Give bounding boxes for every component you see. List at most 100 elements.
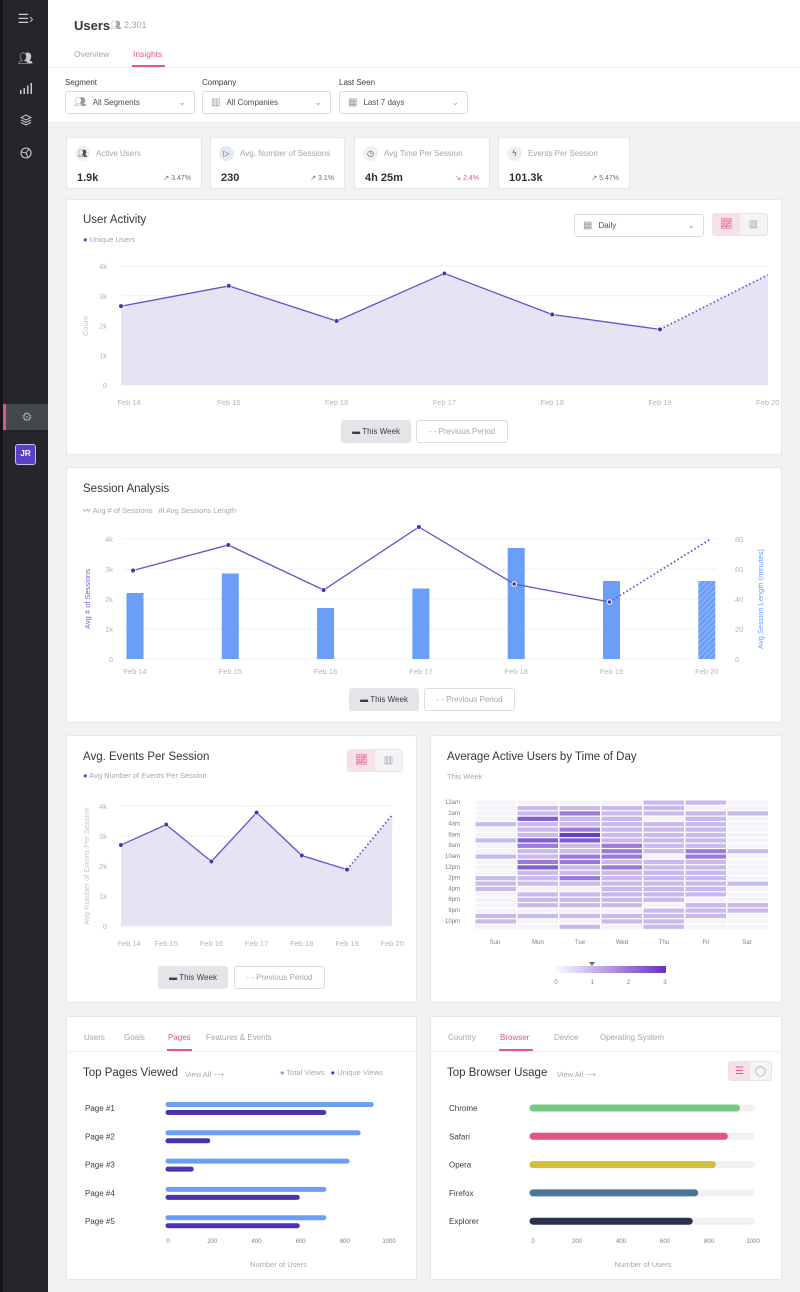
layers-icon[interactable] [3,114,48,129]
heatmap-cell [727,903,768,908]
day-label: Sun [490,940,501,946]
interval-value: Daily [598,221,617,230]
heatmap-cell [475,822,516,827]
x-tick-label: Feb 14 [117,939,140,948]
pie-chart-icon[interactable]: ◯ [754,1065,767,1077]
user-count: 👥︎ 2,301 [110,20,146,31]
interval-dropdown[interactable]: ▦ Daily ⌄ [574,214,704,237]
kpi-change: ↗ 3.47% [163,174,191,182]
data-point [118,303,124,309]
heatmap-cell [643,876,684,881]
sidebar-item-settings[interactable]: ⚙︎ [3,404,48,430]
kpi-value: 4h 25m [365,172,403,184]
panel-subtitle: This Week [447,772,483,781]
x-tick-label: 600 [296,1239,307,1245]
tab-country[interactable]: Country [448,1033,477,1042]
x-tick-label: 0 [531,1239,535,1245]
session-analysis-chart: 0 0 1k 20 2k 40 3k 60 4k 80 Feb 14 Feb 15 Feb 16 Feb … [83,524,765,676]
heatmap-cell [475,865,516,870]
heatmap-cell [685,881,726,886]
heatmap-cell [643,800,684,805]
previous-period-toggle[interactable]: - - Previous Period [424,688,515,711]
tab-users[interactable]: Users [84,1033,105,1042]
previous-period-toggle[interactable]: - - Previous Period [416,420,508,443]
this-week-toggle[interactable]: ▬ This Week [349,688,419,711]
heatmap-cell [643,897,684,902]
horizontal-bar-icon[interactable]: ☰ [729,1062,750,1080]
gear-icon: ⚙︎ [21,410,33,424]
segment-dropdown[interactable]: 👥︎ All Segments ⌄ [65,91,195,114]
data-point [163,821,169,828]
heatmap-cell [475,913,516,919]
x-tick-label: Feb 15 [155,939,178,948]
y-tick-label-right: 20 [735,625,743,634]
heatmap-cell [727,865,768,870]
previous-period-toggle[interactable]: - - Previous Period [234,966,325,989]
hour-label: 2am [448,811,460,817]
this-week-toggle[interactable]: ▬ This Week [341,420,411,443]
heatmap-cell [475,903,516,908]
heatmap-cell [559,919,600,924]
line-chart-icon[interactable]: 📈︎ [713,214,740,235]
x-tick-label: Feb 16 [200,939,223,948]
heatmap-cell [685,816,726,821]
scale-marker-icon [589,962,595,966]
active-tab-indicator [132,65,165,67]
heatmap-cell [643,838,684,843]
heatmap-cell [685,854,726,859]
bar-chart-icon[interactable]: ▥ [748,219,759,230]
data-point [225,542,231,548]
data-point [299,852,305,859]
data-point [208,858,214,865]
heatmap-cell [643,832,684,838]
tab-features-events[interactable]: Features & Events [206,1033,272,1042]
top-browser-chart: Chrome Safari Opera Firefox Explorer 0 200 400 6… [449,1104,760,1269]
heatmap-cell [517,897,558,902]
scale-tick-label: 1 [591,980,595,986]
heatmap-cell [475,859,516,865]
heatmap-cell [643,903,684,908]
tab-device[interactable]: Device [554,1033,579,1042]
line-chart-icon[interactable]: 📈︎ [348,750,375,771]
solid-line-icon: ▬ [360,695,369,704]
tab-browser[interactable]: Browser [500,1033,530,1042]
heatmap-cell [475,800,516,805]
tab-pages[interactable]: Pages [168,1033,191,1042]
bar-chart-icon[interactable] [3,83,48,97]
heatmap-cell [727,919,768,924]
view-all-link[interactable]: View All ⟶ [185,1070,224,1079]
heatmap-cell [517,822,558,827]
chevron-down-icon: ⌄ [178,97,186,107]
heatmap-cell [559,892,600,897]
trend-up-icon: ↗ [310,175,319,182]
tab-goals[interactable]: Goals [124,1033,145,1042]
menu-expand-icon[interactable]: ☰› [17,11,34,26]
y-axis-label-left: Avg # of Sessions [83,569,92,629]
view-all-link[interactable]: View All ⟶ [557,1070,596,1079]
heatmap-cell [517,886,558,892]
heatmap-cell [559,843,600,848]
heatmap-cell [601,870,642,875]
bar-chart-icon[interactable]: ▥ [383,755,394,766]
heatmap-cell [559,822,600,827]
company-dropdown[interactable]: ▥ All Companies ⌄ [202,91,331,114]
users-icon[interactable]: 👥︎ [17,51,34,65]
color-scale-bar [553,966,666,973]
tab-operating-system[interactable]: Operating System [600,1033,665,1042]
scale-tick-label: 3 [663,980,667,986]
chevron-down-icon: ⌄ [687,220,695,230]
heatmap-cell [601,865,642,870]
heatmap-cell [643,870,684,875]
dashboard-icon[interactable] [3,147,48,162]
this-week-toggle[interactable]: ▬ This Week [158,966,228,989]
heatmap-cell [601,843,642,848]
hour-label: 4pm [448,886,460,892]
heatmap-cell [517,816,558,821]
heatmap-cell [601,816,642,821]
users-icon: 👥︎ [110,20,124,30]
avatar[interactable]: JR [15,444,36,465]
chart-legend: 〰 Avg # of Sessions ıll Avg Sessions Len… [83,505,236,516]
tab-overview[interactable]: Overview [74,49,110,59]
last-seen-dropdown[interactable]: ▦ Last 7 days ⌄ [339,91,468,114]
tab-insights[interactable]: Insights [133,49,163,59]
